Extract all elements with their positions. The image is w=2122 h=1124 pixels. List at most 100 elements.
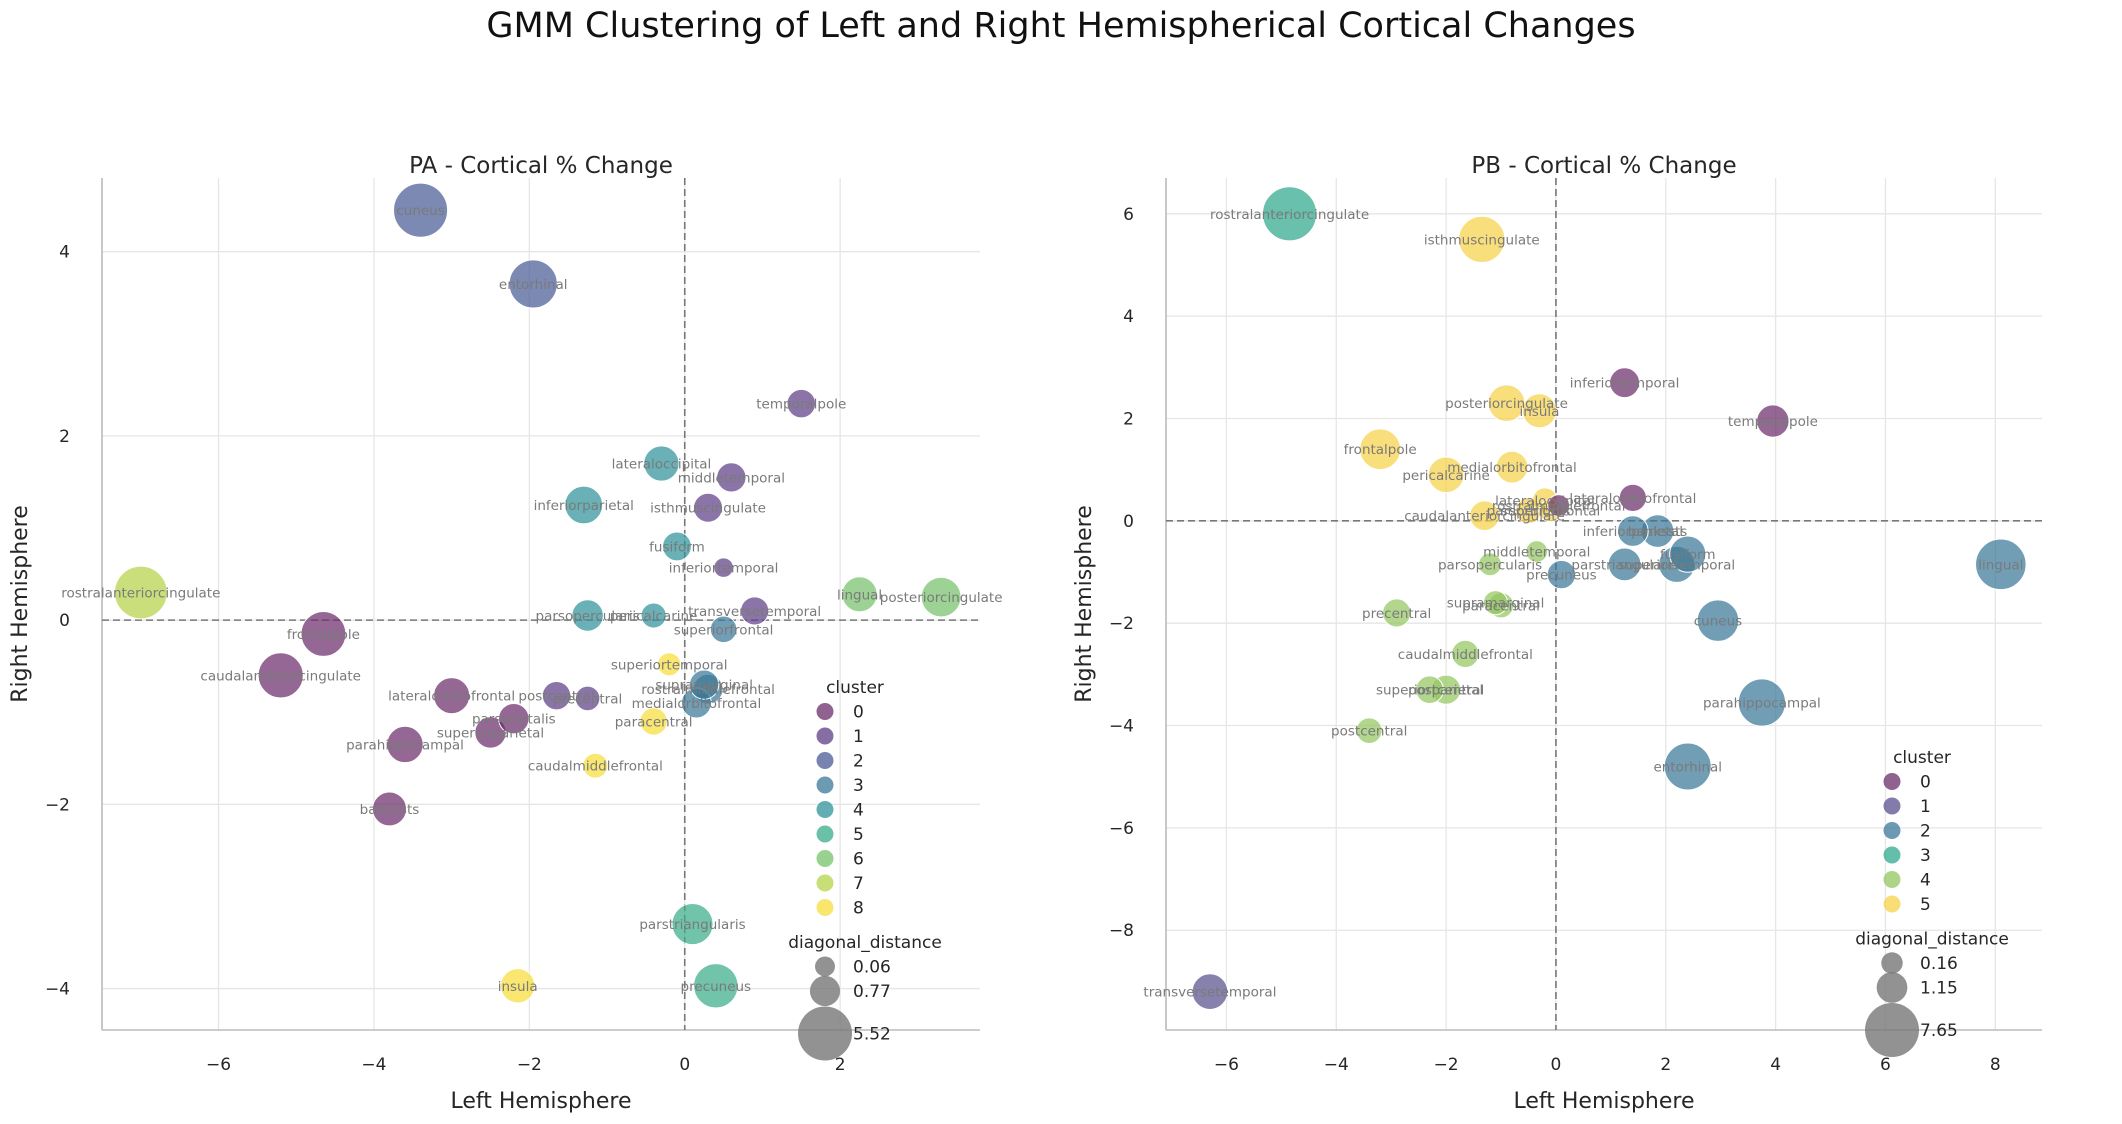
legend-cluster-marker bbox=[1883, 797, 1901, 815]
data-point bbox=[1975, 538, 2027, 591]
x-tick-label: 6 bbox=[1880, 1055, 1891, 1075]
data-point bbox=[1617, 515, 1649, 547]
x-tick-label: 0 bbox=[1551, 1055, 1562, 1075]
data-point bbox=[582, 752, 609, 779]
data-point bbox=[300, 611, 347, 657]
data-point bbox=[662, 531, 692, 562]
data-point bbox=[709, 615, 738, 644]
legend-cluster-marker bbox=[816, 703, 834, 720]
data-point-label: precentral bbox=[553, 691, 622, 707]
data-point-label: middletemporal bbox=[678, 470, 785, 486]
data-point-label: pericalcarine bbox=[610, 609, 697, 625]
x-tick-label: 4 bbox=[1770, 1055, 1781, 1075]
data-point bbox=[474, 716, 507, 749]
legend-cluster-marker bbox=[816, 752, 834, 769]
data-point-label: entorhinal bbox=[499, 277, 568, 293]
x-tick-label: −6 bbox=[206, 1055, 231, 1075]
x-tick-label: −2 bbox=[1434, 1055, 1459, 1075]
legend-cluster-marker bbox=[816, 874, 834, 892]
legend-cluster-marker bbox=[1883, 846, 1901, 864]
data-point-label: frontalpole bbox=[287, 627, 360, 643]
data-point-label: medialorbitofrontal bbox=[632, 696, 762, 712]
data-point-label: lingual bbox=[1978, 557, 2023, 573]
x-tick-label: 2 bbox=[1660, 1055, 1671, 1075]
data-point-label: postcentral bbox=[518, 689, 594, 705]
data-point-label: posteriorcingulate bbox=[880, 590, 1003, 606]
legend-cluster-label: 0 bbox=[1920, 773, 1931, 793]
data-point bbox=[841, 576, 878, 613]
x-axis-label: Left Hemisphere bbox=[1513, 1089, 1694, 1114]
data-point-label: pericalcarine bbox=[1402, 468, 1489, 484]
data-point-label: parahippocampal bbox=[346, 737, 464, 753]
data-point-label: postcentral bbox=[1331, 724, 1407, 740]
data-point-label: supramarginal bbox=[655, 678, 753, 694]
data-point-label: postcentral bbox=[1408, 683, 1484, 699]
data-point bbox=[1609, 367, 1641, 399]
data-point-label: paracentral bbox=[1462, 598, 1540, 614]
data-point-label: caudalmiddlefrontal bbox=[528, 759, 663, 775]
legend-cluster-label: 2 bbox=[1920, 822, 1931, 842]
data-point-label: temporalpole bbox=[1728, 414, 1818, 430]
legend-cluster-title: cluster bbox=[826, 678, 884, 698]
data-point bbox=[693, 492, 724, 523]
data-point-label: precuneus bbox=[1526, 568, 1597, 584]
legend-cluster-marker bbox=[1883, 871, 1901, 888]
data-point bbox=[1546, 559, 1577, 590]
data-point-label: caudalanteriorcingulate bbox=[200, 668, 361, 684]
y-tick-label: −2 bbox=[45, 795, 70, 815]
data-point bbox=[639, 707, 668, 736]
data-point-label: isthmuscingulate bbox=[1424, 232, 1540, 248]
legend-cluster-label: 8 bbox=[853, 899, 864, 919]
data-point bbox=[1359, 428, 1402, 471]
legend: cluster 0 1 2 3 4 5 diagonal_distance 0.16 1.15 7.… bbox=[1855, 748, 2009, 1057]
data-point-label: transversetemporal bbox=[1143, 985, 1276, 1001]
data-point bbox=[371, 791, 407, 827]
y-tick-label: −8 bbox=[1109, 921, 1134, 941]
data-point bbox=[1427, 456, 1465, 494]
legend: cluster 0 1 2 3 4 5 6 7 8 diagonal_distance 0.06 0.7… bbox=[788, 678, 942, 1061]
legend-cluster-label: 6 bbox=[853, 850, 864, 870]
data-point bbox=[640, 602, 667, 629]
data-point-label: superiorparietal bbox=[437, 725, 544, 741]
data-point-label: parsorbitalis bbox=[472, 712, 556, 728]
legend-cluster-label: 3 bbox=[853, 776, 864, 796]
data-point-label: lateralorbitofrontal bbox=[388, 689, 515, 705]
data-point bbox=[1415, 675, 1444, 704]
legend-cluster-title: cluster bbox=[1893, 748, 1951, 768]
data-point bbox=[498, 702, 530, 735]
data-point-label: parstriangularis bbox=[639, 917, 745, 933]
x-tick-label: −2 bbox=[517, 1055, 542, 1075]
data-point bbox=[1382, 598, 1412, 628]
legend-cluster-marker bbox=[816, 825, 834, 843]
legend-cluster-label: 4 bbox=[1920, 871, 1931, 891]
data-point bbox=[571, 599, 604, 632]
y-tick-label: 4 bbox=[59, 243, 70, 263]
data-point bbox=[1525, 540, 1549, 563]
data-point bbox=[786, 388, 817, 419]
data-point-label: parsopercularis bbox=[1438, 557, 1542, 573]
data-point bbox=[1737, 678, 1787, 727]
data-point-label: frontalpole bbox=[1344, 442, 1417, 458]
x-tick-label: 2 bbox=[835, 1055, 846, 1075]
data-point bbox=[671, 903, 714, 946]
data-point bbox=[1607, 547, 1642, 582]
data-point-label: precentral bbox=[1362, 606, 1431, 622]
data-point bbox=[1262, 186, 1318, 242]
data-point bbox=[1669, 535, 1707, 573]
legend-cluster-label: 4 bbox=[853, 801, 864, 821]
data-point bbox=[508, 259, 558, 309]
data-point-label: inferiortemporal bbox=[1570, 376, 1680, 392]
data-point-label: lateraloccipital bbox=[612, 457, 712, 473]
data-point-label: entorhinal bbox=[1653, 759, 1722, 775]
legend-cluster-label: 5 bbox=[853, 825, 864, 845]
legend-cluster-marker bbox=[816, 899, 834, 916]
x-tick-label: −6 bbox=[1214, 1055, 1239, 1075]
x-axis-label: Left Hemisphere bbox=[450, 1089, 631, 1114]
data-point-label: inferiorparietal bbox=[534, 498, 634, 514]
data-point-label: superiorparietal bbox=[1376, 683, 1483, 699]
y-tick-label: 2 bbox=[59, 427, 70, 447]
data-point-label: lateralorbitofrontal bbox=[1569, 491, 1696, 507]
legend-cluster-marker bbox=[816, 776, 834, 794]
data-point-label: superiortemporal bbox=[1618, 557, 1735, 573]
